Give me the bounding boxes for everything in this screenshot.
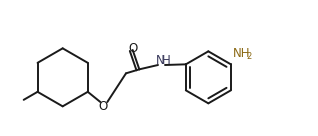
Text: H: H	[162, 55, 171, 67]
Text: N: N	[156, 55, 165, 67]
Text: O: O	[128, 41, 137, 55]
Text: O: O	[99, 100, 108, 112]
Text: 2: 2	[247, 52, 252, 61]
Text: NH: NH	[233, 47, 250, 60]
